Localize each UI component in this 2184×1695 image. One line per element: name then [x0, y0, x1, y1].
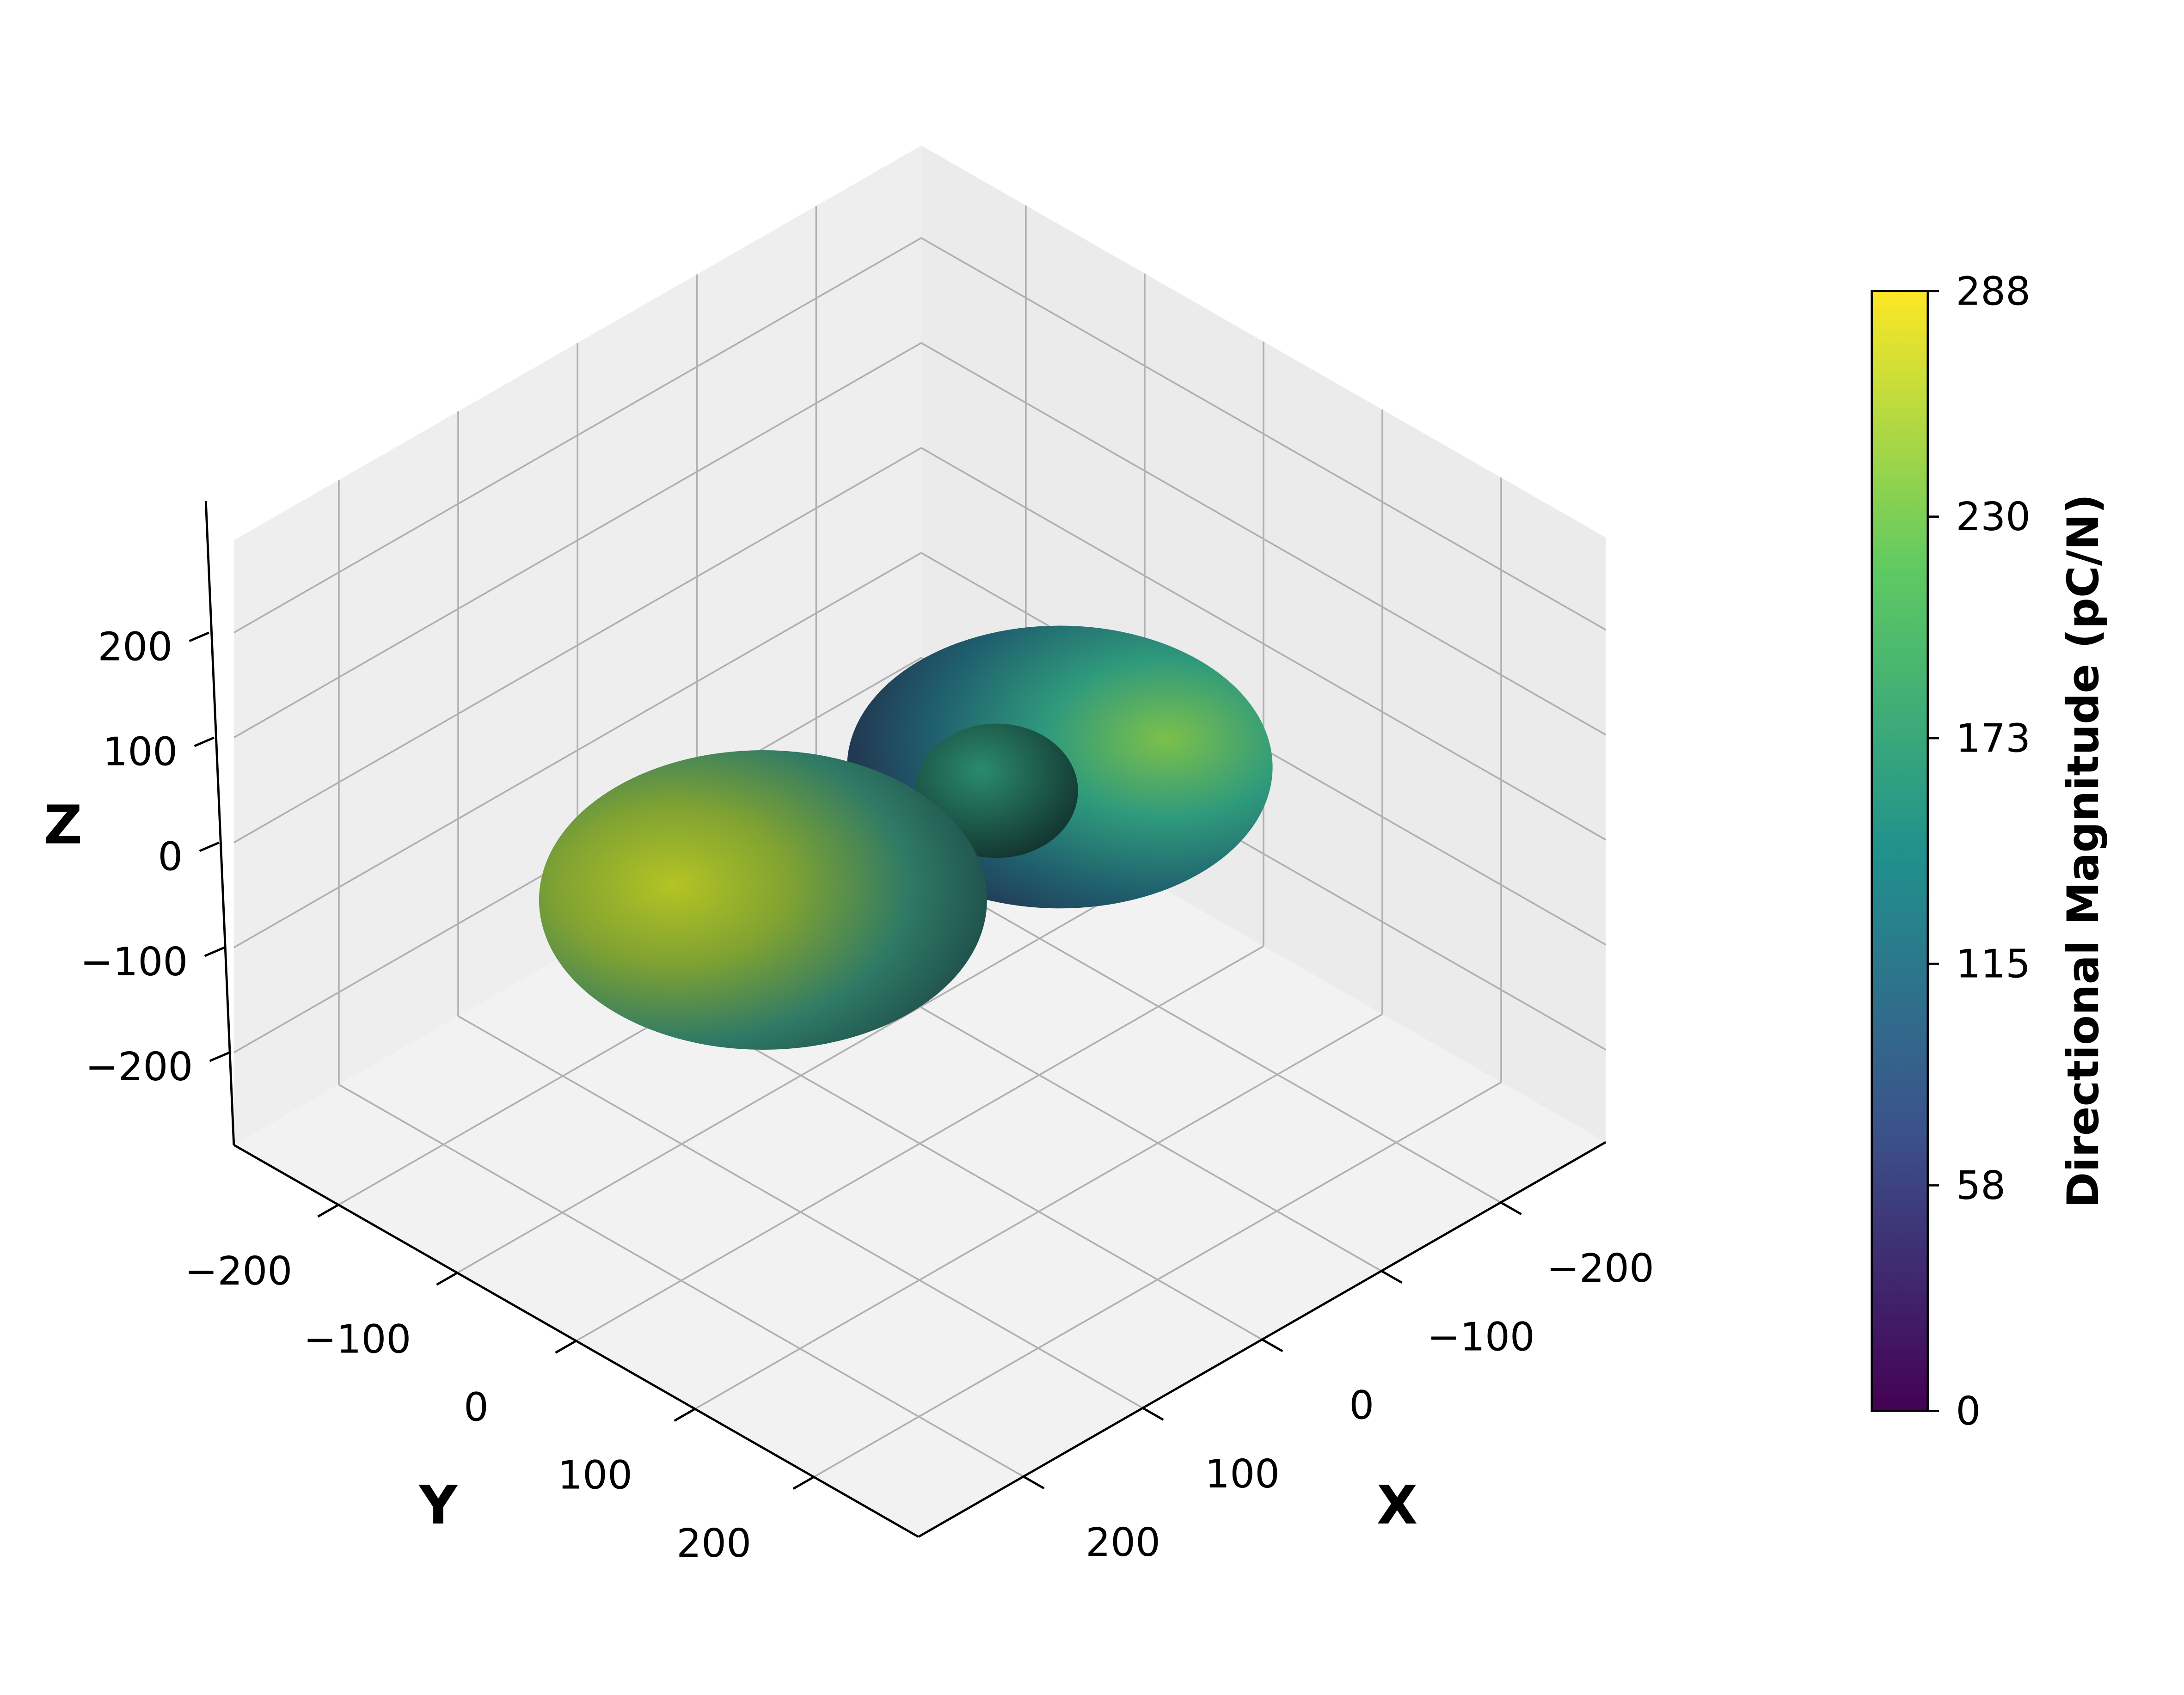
grid-line [233, 237, 922, 634]
x-axis-label: X [1377, 1475, 1418, 1536]
x-axis-line [918, 1141, 1607, 1538]
grid-line [694, 1013, 1383, 1410]
x-tick-label: 200 [1086, 1519, 1160, 1565]
surface-lobe [539, 750, 987, 1050]
tick-mark [204, 946, 225, 957]
tick-mark [194, 736, 215, 747]
z-axis-line [204, 501, 235, 1145]
surface [539, 625, 1273, 1050]
colorbar-tick-label: 230 [1956, 494, 2031, 539]
grid-line [233, 342, 922, 739]
grid-line [576, 945, 1264, 1342]
grid-line [920, 237, 1607, 631]
y-tick-label: −100 [304, 1316, 411, 1362]
tick-mark [209, 1051, 230, 1062]
y-tick-label: 0 [464, 1384, 489, 1430]
colorbar-tick-label: 288 [1956, 268, 2031, 314]
grid-line [233, 552, 922, 948]
tick-mark [1380, 1270, 1403, 1284]
tick-mark [189, 631, 209, 643]
tick-mark [1142, 1407, 1164, 1421]
tick-mark [1261, 1338, 1283, 1352]
grid-line [813, 1081, 1502, 1478]
colorbar-tick-label: 173 [1956, 716, 2031, 761]
tick-mark [1500, 1201, 1522, 1215]
tick-mark [674, 1407, 696, 1422]
tick-mark [436, 1272, 458, 1286]
y-tick-label: −200 [184, 1248, 292, 1294]
colorbar-tick-label: 115 [1956, 941, 2031, 986]
x-tick-label: −200 [1546, 1245, 1654, 1291]
z-axis-label: Z [44, 794, 82, 856]
x-tick-label: 0 [1349, 1383, 1374, 1428]
y-tick-label: 100 [558, 1452, 632, 1498]
z-tick-label: −200 [86, 1044, 193, 1089]
colorbar-tick-label: 58 [1956, 1163, 2006, 1208]
z-tick-label: 200 [98, 624, 172, 669]
y-axis-line [233, 1144, 919, 1538]
colorbar [1871, 290, 1929, 1412]
colorbar-label: Directional Magnitude (pC/N) [2058, 494, 2109, 1208]
y-axis-label: Y [418, 1475, 458, 1536]
grid-line [233, 447, 922, 844]
x-tick-label: −100 [1427, 1314, 1535, 1359]
tick-mark [792, 1476, 815, 1490]
grid-line [920, 447, 1607, 841]
x-tick-label: 100 [1205, 1451, 1280, 1497]
grid-line [920, 342, 1607, 736]
tick-mark [199, 841, 220, 852]
z-tick-label: −100 [80, 939, 188, 985]
colorbar-tick-label: 0 [1956, 1388, 1981, 1434]
tick-mark [1023, 1475, 1045, 1489]
tick-mark [555, 1340, 577, 1354]
grid-line [457, 877, 1145, 1274]
z-tick-label: 100 [103, 729, 178, 775]
tick-mark [317, 1204, 339, 1218]
y-tick-label: 200 [676, 1520, 751, 1566]
z-tick-label: 0 [158, 834, 183, 880]
